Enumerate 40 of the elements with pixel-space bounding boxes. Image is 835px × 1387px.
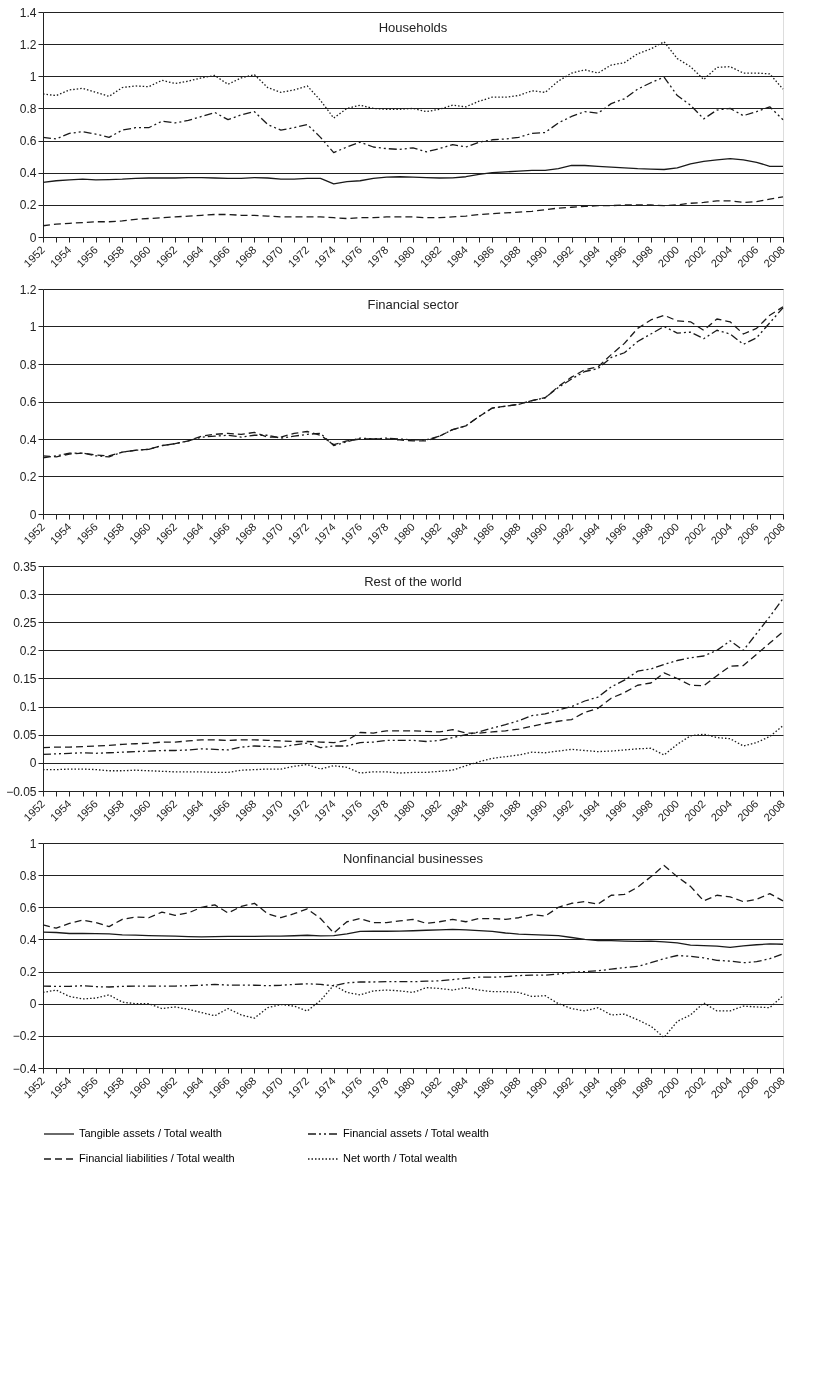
y-tick-label: 1.2 xyxy=(19,282,37,297)
y-tick-label: 0.4 xyxy=(19,432,37,447)
y-tick-label: 1 xyxy=(29,836,37,851)
y-tick-label: −0.05 xyxy=(6,784,37,799)
legend-label: Tangible assets / Total wealth xyxy=(79,1127,222,1139)
y-tick-label: 0.2 xyxy=(19,643,37,658)
y-tick-label: 1 xyxy=(29,69,37,84)
y-tick-label: 0 xyxy=(29,230,37,245)
y-tick-label: 0.4 xyxy=(19,932,37,947)
y-tick-label: 1 xyxy=(29,320,37,334)
y-tick-label: −0.4 xyxy=(12,1061,37,1076)
legend-label: Net worth / Total wealth xyxy=(343,1152,458,1164)
y-tick-label: 0.2 xyxy=(19,198,37,213)
y-tick-label: 0 xyxy=(29,756,37,771)
y-tick-label: 0.4 xyxy=(19,166,37,181)
text: Households xyxy=(378,20,448,35)
legend-label: Financial liabilities / Total wealth xyxy=(79,1152,235,1164)
y-tick-label: 0.8 xyxy=(19,101,37,116)
y-tick-label: 0 xyxy=(29,507,37,522)
y-tick-label: 0.2 xyxy=(19,965,37,980)
legend-label: Financial assets / Total wealth xyxy=(343,1127,489,1139)
y-tick-label: 0.8 xyxy=(19,357,37,372)
text: Financial sector xyxy=(367,297,460,312)
y-tick-label: −0.2 xyxy=(12,1029,37,1044)
y-tick-label: 0.25 xyxy=(13,615,37,630)
y-tick-label: 0.2 xyxy=(19,470,37,484)
y-tick-label: 0.6 xyxy=(19,134,37,149)
y-tick-label: 0.6 xyxy=(19,395,37,409)
y-tick-label: 0.1 xyxy=(19,700,37,715)
y-tick-label: 0.3 xyxy=(19,587,37,602)
y-tick-label: 0.15 xyxy=(13,672,37,686)
y-tick-label: 0.6 xyxy=(19,900,37,915)
y-tick-label: 0.05 xyxy=(13,728,37,743)
y-tick-label: 0.8 xyxy=(19,868,37,883)
text: Rest of the world xyxy=(364,574,462,589)
text: Nonfinancial businesses xyxy=(342,851,484,866)
y-tick-label: 1.2 xyxy=(19,37,37,52)
y-tick-label: 1.4 xyxy=(19,5,37,20)
y-tick-label: 0 xyxy=(29,997,37,1012)
y-tick-label: 0.35 xyxy=(13,559,37,574)
